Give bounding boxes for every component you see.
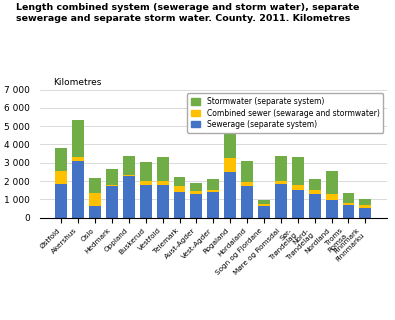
- Bar: [173, 192, 185, 218]
- Bar: [224, 134, 236, 158]
- Text: Kilometres: Kilometres: [53, 78, 101, 87]
- Text: Length combined system (sewerage and storm water), separate: Length combined system (sewerage and sto…: [16, 3, 359, 12]
- Bar: [106, 185, 118, 186]
- Bar: [325, 200, 337, 218]
- Bar: [207, 192, 219, 218]
- Bar: [72, 161, 84, 218]
- Bar: [173, 177, 185, 186]
- Bar: [275, 181, 287, 184]
- Bar: [359, 205, 371, 208]
- Bar: [309, 194, 321, 218]
- Bar: [89, 206, 101, 218]
- Bar: [190, 194, 202, 218]
- Bar: [157, 157, 169, 181]
- Bar: [292, 185, 304, 190]
- Bar: [89, 178, 101, 193]
- Bar: [106, 186, 118, 218]
- Bar: [342, 193, 354, 203]
- Bar: [359, 208, 371, 218]
- Bar: [55, 184, 67, 218]
- Bar: [55, 148, 67, 171]
- Bar: [140, 185, 152, 218]
- Bar: [325, 194, 337, 200]
- Bar: [241, 182, 253, 186]
- Bar: [207, 179, 219, 190]
- Bar: [173, 186, 185, 192]
- Bar: [241, 186, 253, 218]
- Bar: [342, 203, 354, 205]
- Bar: [309, 179, 321, 190]
- Bar: [258, 204, 270, 206]
- Bar: [190, 191, 202, 194]
- Bar: [241, 161, 253, 182]
- Bar: [190, 183, 202, 191]
- Bar: [123, 176, 135, 218]
- Text: sewerage and separate storm water. County. 2011. Kilometres: sewerage and separate storm water. Count…: [16, 14, 350, 23]
- Bar: [224, 158, 236, 172]
- Bar: [258, 200, 270, 204]
- Bar: [325, 171, 337, 194]
- Bar: [275, 184, 287, 218]
- Bar: [309, 190, 321, 194]
- Bar: [106, 169, 118, 185]
- Bar: [72, 120, 84, 157]
- Bar: [207, 190, 219, 192]
- Bar: [55, 171, 67, 184]
- Bar: [258, 206, 270, 218]
- Bar: [140, 162, 152, 181]
- Bar: [275, 156, 287, 181]
- Bar: [292, 157, 304, 185]
- Bar: [157, 185, 169, 218]
- Bar: [292, 190, 304, 218]
- Bar: [123, 156, 135, 175]
- Bar: [123, 175, 135, 176]
- Bar: [157, 181, 169, 185]
- Bar: [342, 205, 354, 218]
- Legend: Stormwater (separate system), Combined sewer (sewarage and stormwater), Sewerage: Stormwater (separate system), Combined s…: [188, 93, 383, 133]
- Bar: [224, 172, 236, 218]
- Bar: [359, 199, 371, 205]
- Bar: [140, 181, 152, 185]
- Bar: [72, 157, 84, 161]
- Bar: [89, 193, 101, 206]
